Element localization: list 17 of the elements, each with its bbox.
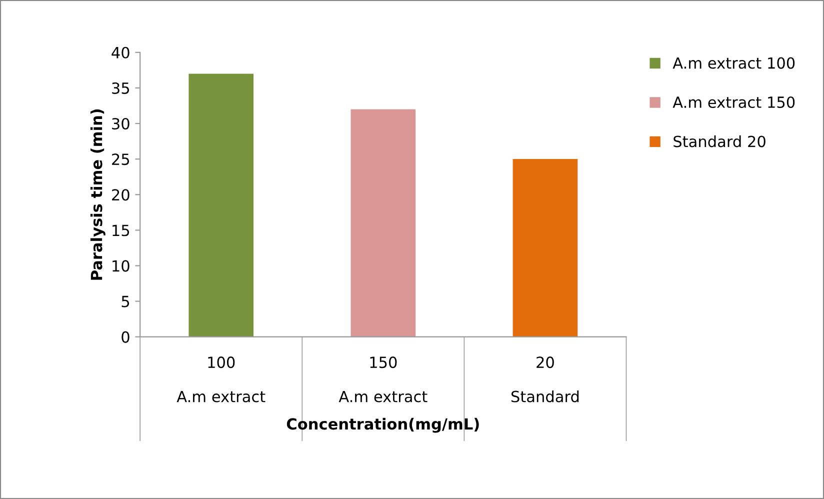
y-tick-label: 40 bbox=[112, 46, 130, 58]
x-axis-title: Concentration(mg/mL) bbox=[286, 418, 479, 433]
y-tick-label: 0 bbox=[122, 331, 130, 343]
y-tick-label: 25 bbox=[112, 154, 130, 166]
y-tick-label: 20 bbox=[112, 189, 130, 201]
y-axis-title: Paralysis time (min) bbox=[90, 109, 106, 280]
legend-label: A.m extract 100 bbox=[672, 57, 795, 69]
legend-label: A.m extract 150 bbox=[672, 96, 795, 108]
legend-label: Standard 20 bbox=[674, 135, 766, 148]
y-tick-label: 5 bbox=[122, 296, 130, 308]
category-label: 20 Standard bbox=[511, 356, 579, 402]
category-label: 100 A.m extract bbox=[176, 356, 266, 402]
y-tick-label: 35 bbox=[112, 82, 130, 94]
y-tick-label: 15 bbox=[112, 224, 130, 236]
category-label: 150 A.m extract bbox=[338, 356, 428, 402]
y-tick-label: 30 bbox=[112, 118, 130, 130]
y-tick-label: 10 bbox=[112, 260, 130, 272]
